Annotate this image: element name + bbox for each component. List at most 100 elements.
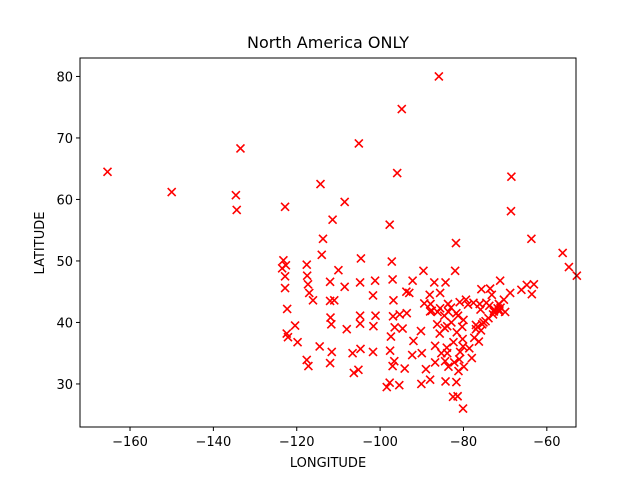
y-axis-ticks: 30 40 50 60 70 80 <box>56 70 80 393</box>
data-point-marker <box>451 377 461 387</box>
y-tick-label: 50 <box>56 255 73 270</box>
data-point-marker <box>398 324 408 334</box>
data-point-marker <box>435 288 445 298</box>
data-point-marker <box>527 289 537 299</box>
data-point-marker <box>500 307 510 317</box>
data-point-marker <box>458 341 468 352</box>
y-tick-label: 70 <box>56 132 73 147</box>
data-point-marker <box>315 341 325 352</box>
data-point-marker <box>455 347 465 357</box>
data-point-marker <box>522 280 532 290</box>
data-point-marker <box>440 376 451 387</box>
data-point-marker <box>280 202 290 212</box>
data-point-marker <box>394 380 404 390</box>
data-point-marker <box>315 179 326 189</box>
data-point-marker <box>232 205 242 215</box>
data-point-marker <box>467 353 477 363</box>
data-point-marker <box>430 341 440 351</box>
data-point-marker <box>340 197 350 207</box>
data-point-marker <box>167 187 177 197</box>
data-point-marker <box>235 143 246 153</box>
data-point-marker <box>434 71 444 82</box>
x-tick-label: −120 <box>279 435 315 450</box>
data-point-marker <box>353 365 363 375</box>
x-axis-ticks: −160 −140 −120 −100 −80 −60 <box>112 427 561 450</box>
data-point-marker <box>453 311 463 321</box>
data-point-marker <box>481 298 491 308</box>
data-point-marker <box>404 288 414 298</box>
data-point-marker <box>402 308 412 318</box>
data-point-marker <box>419 298 429 308</box>
data-points <box>102 71 582 414</box>
data-point-marker <box>304 288 314 298</box>
data-point-marker <box>495 276 505 286</box>
data-point-marker <box>476 325 486 336</box>
y-axis-title: LATITUDE <box>33 212 48 275</box>
data-point-marker <box>102 167 113 177</box>
data-point-marker <box>355 319 365 329</box>
y-tick-label: 30 <box>56 378 73 393</box>
data-point-marker <box>386 332 396 342</box>
data-point-marker <box>333 265 343 275</box>
data-point-marker <box>303 361 313 371</box>
y-tick-label: 40 <box>56 316 73 331</box>
data-point-marker <box>407 350 417 360</box>
data-point-marker <box>370 276 380 286</box>
data-point-marker <box>281 260 291 270</box>
data-point-marker <box>440 356 450 366</box>
data-point-marker <box>388 361 398 371</box>
data-point-marker <box>368 321 378 331</box>
data-point-marker <box>355 311 365 321</box>
data-point-marker <box>329 295 339 305</box>
data-point-marker <box>564 262 574 272</box>
data-point-marker <box>308 295 318 305</box>
data-point-marker <box>388 311 398 321</box>
data-point-marker <box>355 344 366 354</box>
data-point-marker <box>421 364 431 374</box>
data-point-marker <box>368 347 378 357</box>
data-point-marker <box>448 392 458 402</box>
data-point-marker <box>461 295 471 305</box>
plot-frame <box>79 57 577 428</box>
data-point-marker <box>387 256 397 267</box>
data-point-marker <box>450 266 460 276</box>
x-axis-title: LONGITUDE <box>290 456 366 471</box>
data-point-marker <box>382 382 392 392</box>
data-point-marker <box>283 332 293 342</box>
data-point-marker <box>454 354 464 364</box>
data-point-marker <box>443 299 453 309</box>
data-point-marker <box>558 248 568 258</box>
data-point-marker <box>325 358 335 368</box>
data-point-marker <box>572 271 582 281</box>
data-point-marker <box>388 274 398 284</box>
data-point-marker <box>385 220 395 230</box>
data-point-marker <box>397 104 407 114</box>
data-point-marker <box>425 375 435 385</box>
data-point-marker <box>443 307 454 317</box>
data-point-marker <box>389 356 399 366</box>
data-point-marker <box>417 348 427 358</box>
data-point-marker <box>356 253 366 264</box>
data-point-marker <box>395 309 405 320</box>
data-point-marker <box>327 347 337 357</box>
data-point-marker <box>432 319 442 329</box>
data-point-marker <box>317 250 327 260</box>
data-point-marker <box>408 276 418 286</box>
data-point-marker <box>280 271 290 281</box>
x-tick-label: −140 <box>196 435 232 450</box>
data-point-marker <box>342 324 352 334</box>
data-point-marker <box>302 260 312 270</box>
data-point-marker <box>349 368 359 378</box>
y-tick-label: 80 <box>56 70 73 85</box>
data-point-marker <box>440 277 451 288</box>
data-point-marker <box>416 326 426 336</box>
data-point-marker <box>474 336 484 347</box>
chart-title: North America ONLY <box>247 33 409 52</box>
data-point-marker <box>488 309 498 320</box>
x-tick-label: −160 <box>112 435 148 450</box>
data-point-marker <box>280 283 290 293</box>
data-point-marker <box>487 290 497 300</box>
data-point-marker <box>385 346 395 356</box>
data-point-marker <box>354 138 364 149</box>
